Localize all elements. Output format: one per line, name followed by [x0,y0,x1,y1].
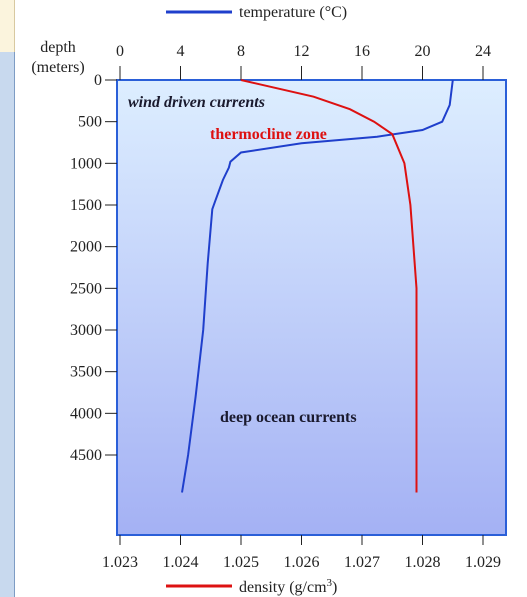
left-axis-tick-label: 1500 [70,197,102,214]
legend-density: density (g/cm3) [166,577,337,596]
legend-temperature-label: temperature (°C) [239,4,347,21]
bottom-axis-tick-label: 1.025 [223,554,259,571]
left-axis-tick-label: 4500 [70,447,102,464]
deep-ocean-currents-label: deep ocean currents [220,409,357,426]
temperature-series-line [181,79,454,493]
bottom-axis-tick-label: 1.029 [465,554,501,571]
legend-density-label: density (g/cm3) [239,577,337,596]
bottom-axis-tick-label: 1.023 [102,554,138,571]
y-axis-title-line2: (meters) [31,59,84,76]
top-axis-tick-label: 16 [354,43,370,60]
top-axis-tick-label: 24 [475,43,491,60]
y-axis-title-line1: depth [40,39,76,56]
bottom-axis-tick-label: 1.027 [344,554,380,571]
left-axis-tick-label: 1000 [70,155,102,172]
left-axis-tick-label: 2500 [70,280,102,297]
left-axis-tick-label: 0 [94,72,102,89]
bottom-axis-tick-label: 1.028 [405,554,441,571]
left-axis-tick-label: 500 [78,114,102,131]
bottom-axis-tick-label: 1.026 [284,554,320,571]
left-axis-tick-label: 4000 [70,405,102,422]
top-axis-tick-label: 4 [177,43,185,60]
top-axis-tick-label: 12 [294,43,310,60]
left-axis-tick-label: 2000 [70,239,102,256]
top-axis: 0 4 8 12 16 20 24 [116,43,491,80]
bottom-axis: 1.023 1.024 1.025 1.026 1.027 1.028 1.029 [102,535,501,571]
left-axis-tick-label: 3000 [70,322,102,339]
side-panel-top [0,0,15,52]
left-axis: 0 500 1000 1500 2000 2500 3000 3500 4000 4500 [70,72,117,464]
thermocline-zone-label: thermocline zone [210,126,327,143]
top-axis-tick-label: 0 [116,43,124,60]
left-axis-tick-label: 3500 [70,364,102,381]
wind-driven-currents-label: wind driven currents [128,94,265,111]
side-panel [0,52,15,597]
bottom-axis-tick-label: 1.024 [163,554,199,571]
legend-temperature: temperature (°C) [166,4,347,21]
top-axis-tick-label: 20 [415,43,431,60]
top-axis-tick-label: 8 [237,43,245,60]
plot-area [116,79,507,536]
density-series-line [240,79,418,493]
